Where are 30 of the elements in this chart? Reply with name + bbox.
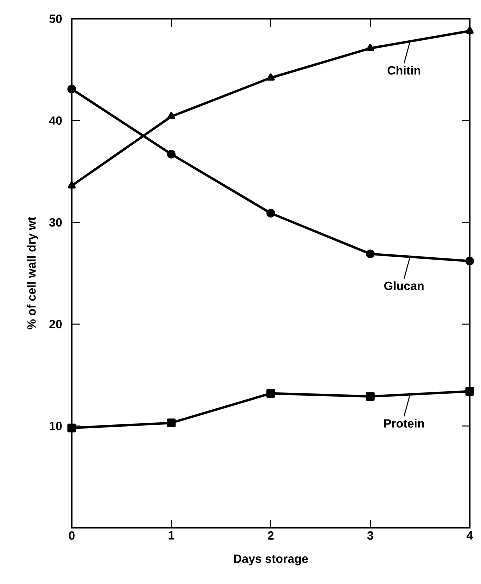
point [266, 389, 276, 398]
point [68, 84, 76, 94]
x-tick-label: 4 [466, 532, 474, 540]
point [68, 182, 76, 189]
x-tick-label: 1 [168, 532, 174, 540]
x-tick-label: 2 [268, 532, 274, 540]
point [167, 418, 176, 428]
legend-label: Chitin [388, 66, 420, 75]
x-tick-label: 3 [367, 532, 374, 540]
y-tick-label: 10 [50, 422, 62, 430]
y-tick-label: 30 [49, 218, 62, 227]
point [366, 250, 375, 259]
point [466, 387, 474, 396]
x-tick-label: 0 [69, 532, 75, 540]
point [168, 112, 176, 120]
y-tick-label: 20 [50, 320, 62, 329]
point [68, 424, 76, 433]
point [466, 256, 474, 266]
y-axis-title: % of cell wall dry wt [27, 217, 38, 330]
point [366, 392, 375, 402]
legend-label: Glucan [384, 282, 424, 290]
y-tick-label: 40 [49, 116, 62, 126]
point [167, 150, 176, 159]
point [366, 44, 374, 52]
point [267, 74, 275, 81]
legend-label: Protein [384, 419, 424, 428]
point [466, 26, 474, 34]
x-axis-title: Days storage [234, 554, 308, 566]
point [266, 209, 276, 218]
y-tick-label: 50 [50, 14, 62, 24]
